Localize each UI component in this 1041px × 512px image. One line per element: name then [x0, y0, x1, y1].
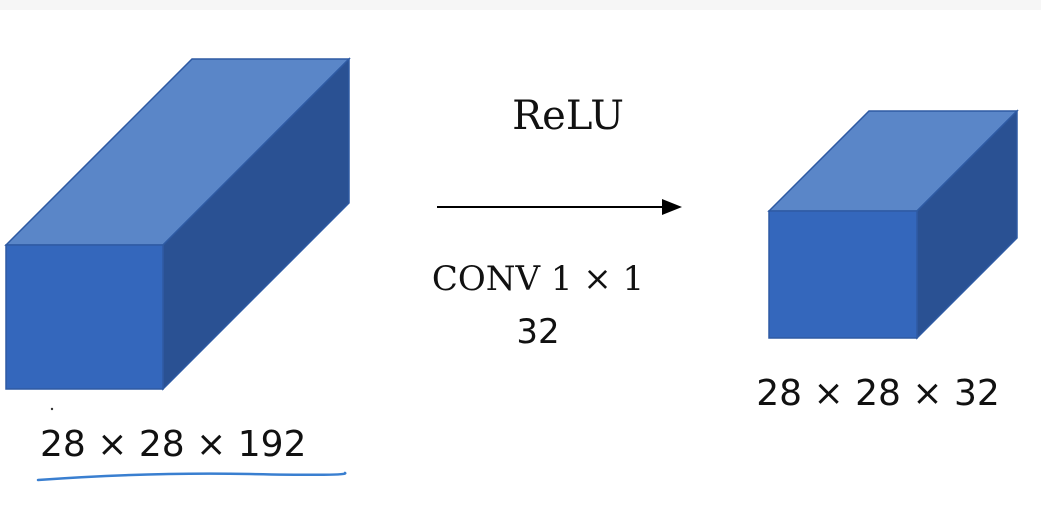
- arrow-head-icon: [662, 199, 682, 215]
- input-dims-label: 28 × 28 × 192: [40, 424, 306, 465]
- output-volume-front-face: [768, 210, 918, 339]
- top-band: [0, 0, 1041, 10]
- stray-dot: [50, 407, 54, 411]
- conv-label: CONV 1 × 1: [432, 259, 644, 299]
- filters-label: 32: [516, 312, 559, 352]
- input-volume: [4, 57, 351, 391]
- output-volume: [767, 109, 1019, 340]
- output-dims-label: 28 × 28 × 32: [756, 373, 1000, 414]
- arrow: [437, 199, 682, 215]
- input-dims-underline: [36, 471, 347, 482]
- input-volume-front-face: [5, 244, 164, 390]
- activation-label: ReLU: [512, 93, 624, 139]
